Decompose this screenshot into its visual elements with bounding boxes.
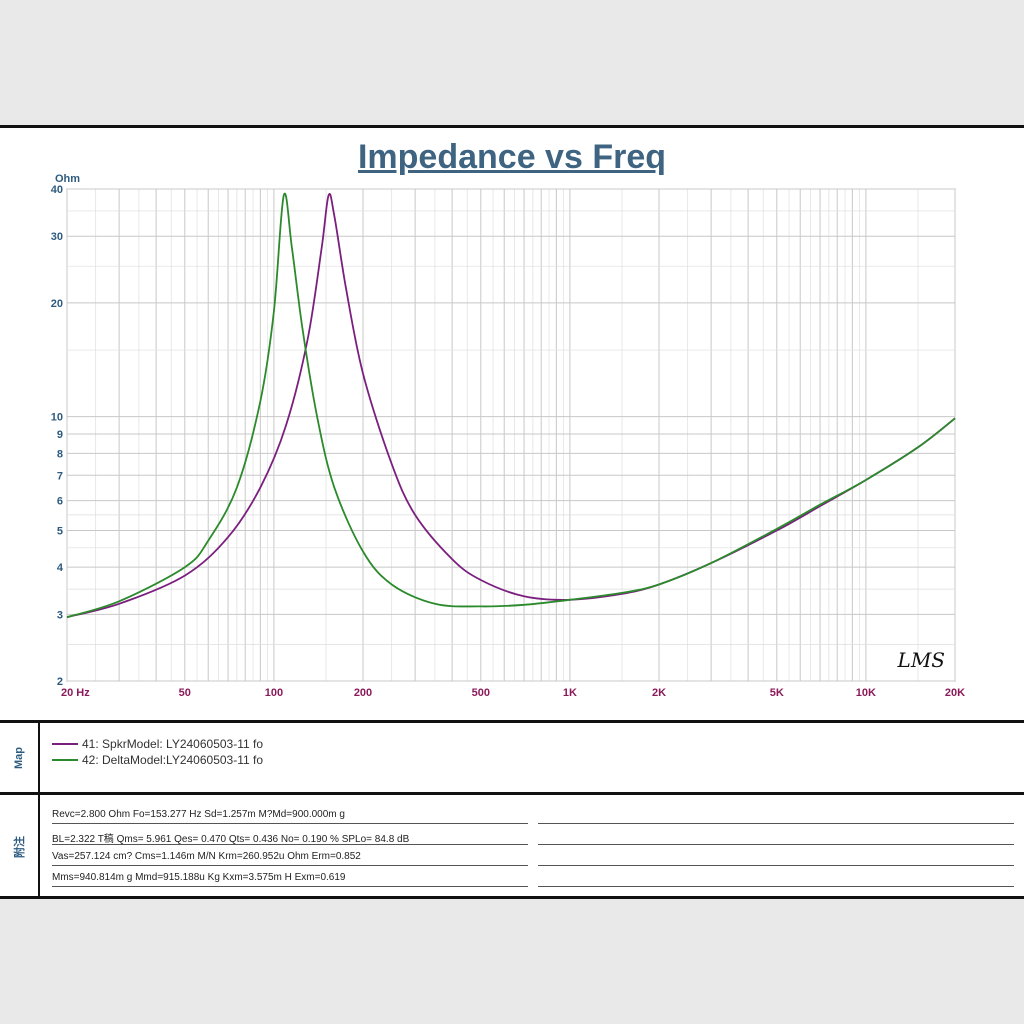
legend-item-delta-model: 42: DeltaModel:LY24060503-11 fo <box>52 753 263 767</box>
y-tick-label: 40 <box>51 184 63 196</box>
x-tick-label: 500 <box>472 687 490 699</box>
note-line-2: BL=2.322 T稿 Qms= 5.961 Qes= 0.470 Qts= 0… <box>52 830 528 845</box>
legend-item-spkr-model: 41: SpkrModel: LY24060503-11 fo <box>52 737 263 751</box>
note-blank-3 <box>538 851 1014 866</box>
lms-watermark: LMS <box>897 648 945 672</box>
legend-label-delta: 42: DeltaModel:LY24060503-11 fo <box>82 753 264 767</box>
notes-side-label: 附注 <box>0 795 40 899</box>
legend-label-spkr: 41: SpkrModel: LY24060503-11 fo <box>82 737 264 751</box>
x-tick-label: 20 Hz <box>61 687 90 699</box>
y-tick-label: 2 <box>57 676 63 688</box>
x-tick-label: 20K <box>945 687 965 699</box>
chart-title: Impedance vs Freq <box>357 138 666 176</box>
x-tick-label: 50 <box>179 687 191 699</box>
y-tick-label: 8 <box>57 448 63 460</box>
note-line-4: Mms=940.814m g Mmd=915.188u Kg Kxm=3.575… <box>52 872 528 887</box>
series-line-delta-model <box>66 192 956 619</box>
y-tick-label: 9 <box>57 429 63 441</box>
x-tick-label: 5K <box>770 687 784 699</box>
legend-panel: Map 41: SpkrModel: LY24060503-11 fo 42: … <box>0 720 1024 792</box>
notes-panel: 附注 Revc=2.800 Ohm Fo=153.277 Hz Sd=1.257… <box>0 792 1024 899</box>
y-tick-label: 5 <box>57 526 63 538</box>
note-line-1: Revc=2.800 Ohm Fo=153.277 Hz Sd=1.257m M… <box>52 809 528 824</box>
note-blank-2 <box>538 830 1014 845</box>
y-tick-label: 4 <box>57 562 64 574</box>
x-tick-label: 200 <box>354 687 372 699</box>
series-line-spkr-model <box>66 193 956 619</box>
y-tick-label: 6 <box>57 496 63 508</box>
legend-swatch-delta <box>52 759 78 761</box>
note-blank-1 <box>538 809 1014 824</box>
y-tick-label: 7 <box>57 470 63 482</box>
legend-swatch-spkr <box>52 743 78 745</box>
x-tick-label: 2K <box>652 687 666 699</box>
y-tick-label: 3 <box>57 609 63 621</box>
x-tick-label: 1K <box>563 687 577 699</box>
y-tick-label: 30 <box>51 231 63 243</box>
y-axis-unit: Ohm <box>55 173 80 185</box>
plot-area <box>66 188 956 682</box>
legend-side-label: Map <box>0 723 40 792</box>
x-tick-label: 100 <box>265 687 283 699</box>
y-tick-label: 10 <box>51 412 63 424</box>
note-blank-4 <box>538 872 1014 887</box>
note-line-3: Vas=257.124 cm? Cms=1.146m M/N Krm=260.9… <box>52 851 528 866</box>
x-tick-label: 10K <box>856 687 876 699</box>
y-tick-label: 20 <box>51 298 63 310</box>
